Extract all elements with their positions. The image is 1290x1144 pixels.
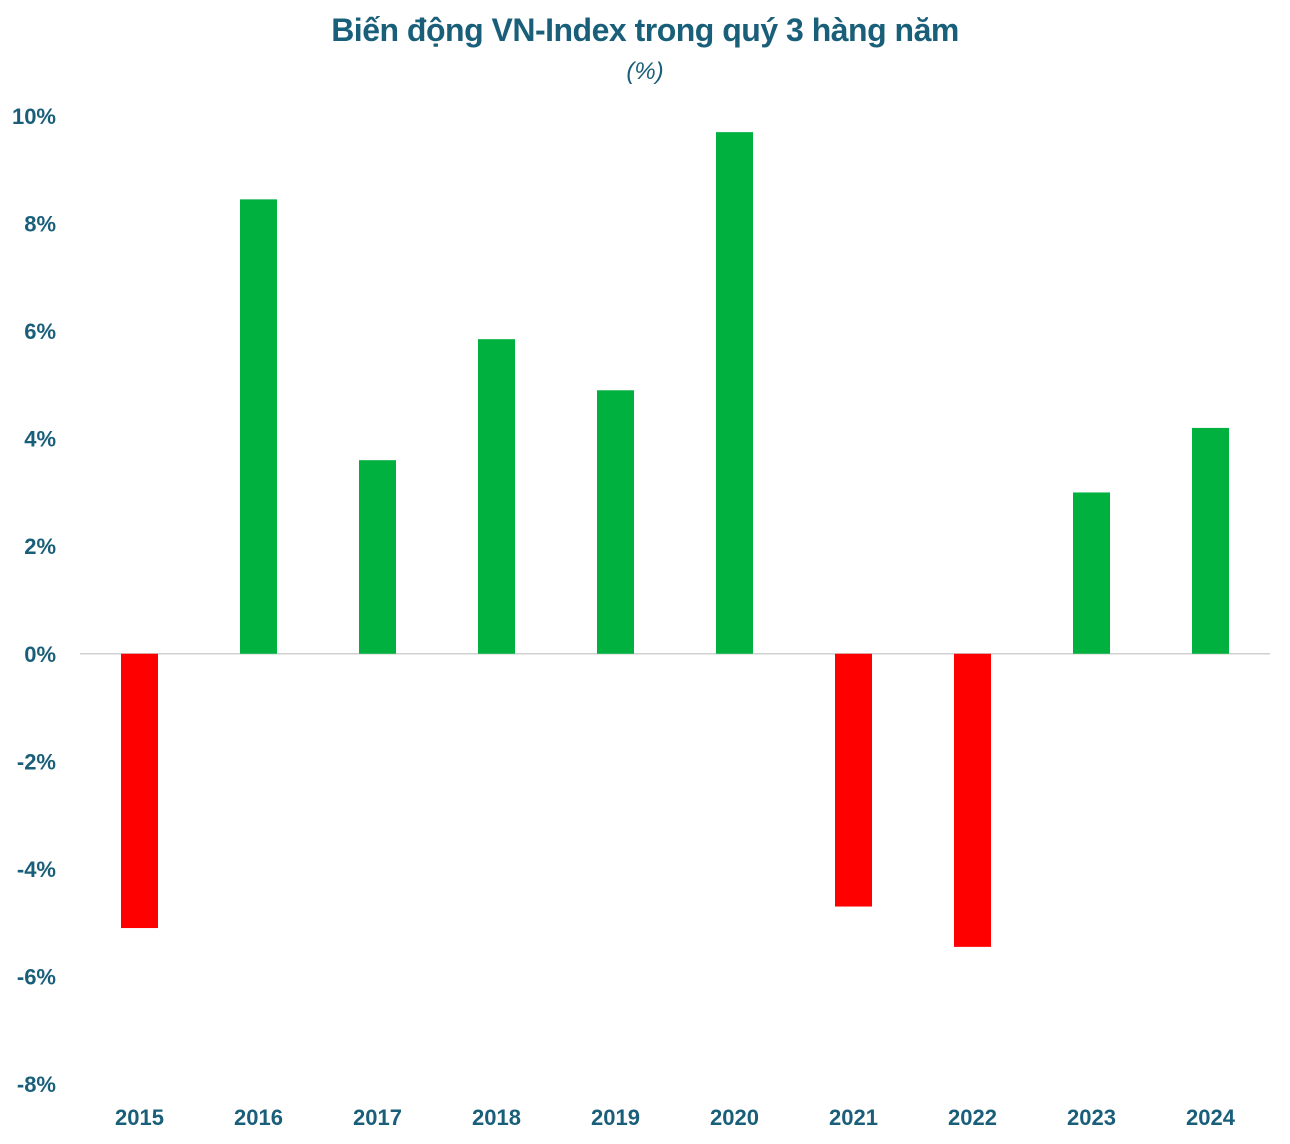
x-tick-label: 2023 xyxy=(1067,1105,1116,1130)
bar-2019 xyxy=(597,390,634,654)
x-tick-label: 2016 xyxy=(234,1105,283,1130)
x-tick-label: 2020 xyxy=(710,1105,759,1130)
y-tick-label: 10% xyxy=(12,104,56,129)
bar-2021 xyxy=(835,653,872,907)
y-tick-label: -8% xyxy=(17,1072,56,1097)
y-tick-label: -6% xyxy=(17,964,56,989)
x-tick-label: 2022 xyxy=(948,1105,997,1130)
bar-2023 xyxy=(1073,492,1110,654)
y-tick-label: 8% xyxy=(24,212,56,237)
y-tick-label: 6% xyxy=(24,319,56,344)
chart-title: Biến động VN-Index trong quý 3 hàng năm xyxy=(331,12,959,48)
x-tick-label: 2018 xyxy=(472,1105,521,1130)
y-tick-label: 2% xyxy=(24,534,56,559)
x-tick-label: 2024 xyxy=(1186,1105,1236,1130)
bar-2022 xyxy=(954,653,991,947)
bar-2020 xyxy=(716,132,753,654)
bar-2016 xyxy=(240,199,277,654)
x-tick-label: 2019 xyxy=(591,1105,640,1130)
bar-2017 xyxy=(359,460,396,654)
chart-subtitle: (%) xyxy=(626,58,664,85)
bar-2015 xyxy=(121,653,158,929)
y-tick-label: 4% xyxy=(24,427,56,452)
y-tick-label: -2% xyxy=(17,749,56,774)
x-tick-label: 2015 xyxy=(115,1105,164,1130)
y-tick-label: 0% xyxy=(24,642,56,667)
bar-2024 xyxy=(1192,427,1229,654)
y-tick-label: -4% xyxy=(17,857,56,882)
x-tick-label: 2017 xyxy=(353,1105,402,1130)
x-tick-label: 2021 xyxy=(829,1105,878,1130)
bar-2018 xyxy=(478,339,515,654)
